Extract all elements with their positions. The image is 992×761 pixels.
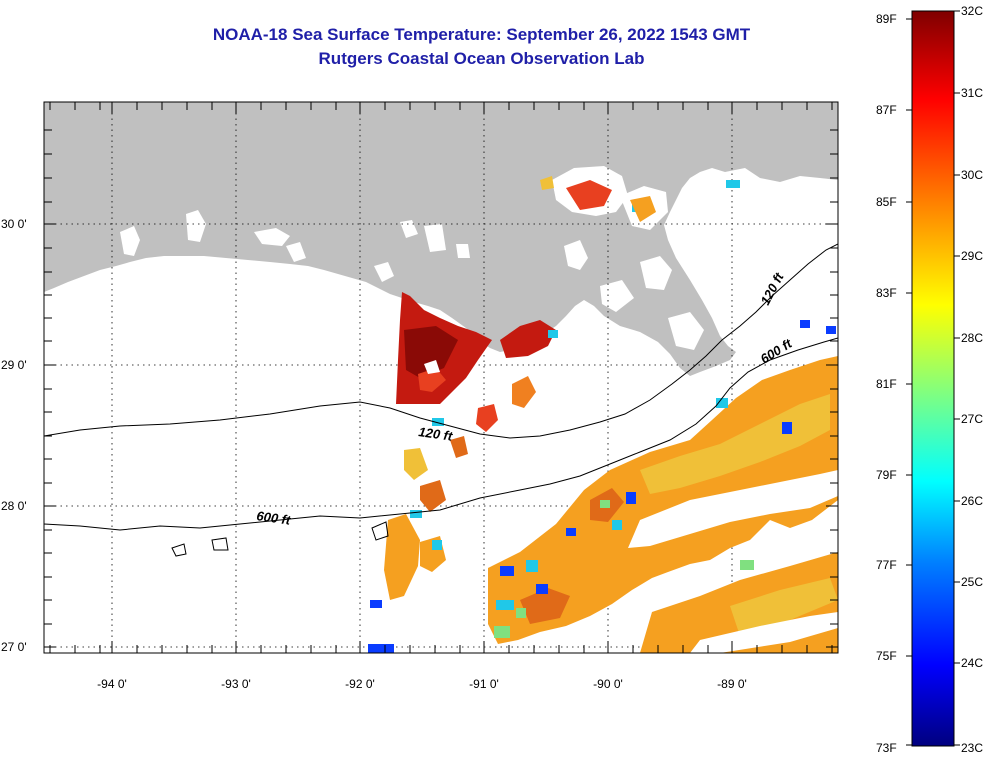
lon-label-90: -90 0' [593,677,623,691]
map-area [44,102,838,653]
colorbar-f-83: 83F [876,286,897,300]
colorbar-f-79: 79F [876,468,897,482]
colorbar-c-28: 28C [961,331,983,345]
colorbar-f-77: 77F [876,558,897,572]
map-title: NOAA-18 Sea Surface Temperature: Septemb… [212,25,751,44]
contour-label-120ft-west: 120 ft [418,424,454,444]
lat-label-29: 29 0' [1,358,27,372]
colorbar-c-32: 32C [961,4,983,18]
bathymetry-contours [44,243,838,557]
lon-label-92: -92 0' [345,677,375,691]
colorbar-f-75: 75F [876,649,897,663]
lon-label-94: -94 0' [97,677,127,691]
colorbar-c-25: 25C [961,575,983,589]
contour-120ft [44,243,838,439]
colorbar: 89F 87F 85F 83F 81F 79F 77F 75F 73F 32C … [876,4,983,755]
colorbar-c-31: 31C [961,86,983,100]
axis-ticks [44,102,838,653]
colorbar-f-89: 89F [876,12,897,26]
colorbar-c-29: 29C [961,249,983,263]
colorbar-c-30: 30C [961,168,983,182]
inland-water [120,166,818,350]
colorbar-c-23: 23C [961,741,983,755]
contour-label-600ft-west: 600 ft [256,508,292,528]
lon-label-91: -91 0' [469,677,499,691]
colorbar-f-73: 73F [876,741,897,755]
colorbar-c-27: 27C [961,412,983,426]
sst-warm-swath [488,356,838,644]
colorbar-f-85: 85F [876,195,897,209]
map-frame [43,101,839,654]
lat-label-30: 30 0' [1,217,27,231]
map-subtitle: Rutgers Coastal Ocean Observation Lab [318,49,645,68]
lon-label-89: -89 0' [717,677,747,691]
lon-label-93: -93 0' [221,677,251,691]
colorbar-gradient [911,10,955,747]
lat-label-27: 27 0' [1,640,27,654]
lat-label-28: 28 0' [1,499,27,513]
colorbar-c-24: 24C [961,656,983,670]
colorbar-f-87: 87F [876,103,897,117]
colorbar-f-81: 81F [876,377,897,391]
colorbar-c-26: 26C [961,494,983,508]
sst-data [368,176,838,653]
contour-600ft [44,337,838,531]
